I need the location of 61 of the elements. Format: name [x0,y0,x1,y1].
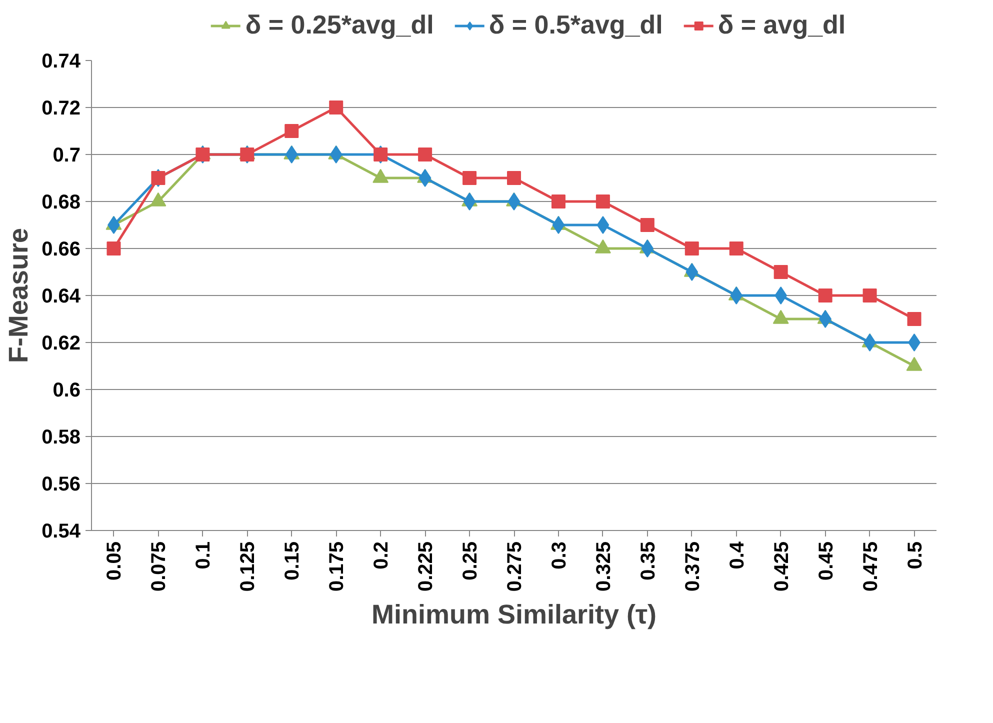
point [329,100,344,114]
y-tick-label: 0.72 [42,98,81,120]
x-tick-label: 0.4 [726,540,748,570]
point [907,312,922,326]
x-tick-label: 0.25 [460,541,482,580]
y-axis-title: F-Measure [4,228,34,364]
y-tick-label: 0.6 [52,380,81,402]
point [686,263,698,281]
point [284,124,299,138]
y-tick-label: 0.54 [42,520,82,542]
y-tick-label: 0.56 [42,474,81,496]
x-tick-label: 0.15 [282,541,304,580]
y-tick-label: 0.58 [42,426,81,448]
x-tick-label: 0.425 [770,541,793,592]
x-tick-label: 0.05 [104,541,126,580]
legend-label: δ = avg_dl [718,10,846,40]
point [818,288,832,302]
point [641,240,654,258]
y-tick-label: 0.7 [52,144,81,166]
x-tick-label: 0.175 [326,541,348,592]
point [862,288,877,302]
y-tick-label: 0.74 [42,50,82,72]
point [106,242,121,256]
point [774,265,788,279]
x-tick-label: 0.45 [815,541,838,580]
x-tick-label: 0.325 [592,541,615,592]
y-tick-label: 0.66 [42,238,81,260]
x-tick-label: 0.275 [504,541,526,592]
x-tick-label: 0.475 [860,541,882,592]
x-tick-label: 0.1 [192,541,215,570]
x-tick-label: 0.125 [237,541,260,592]
y-tick-label: 0.62 [42,332,81,354]
point [508,192,520,210]
point [462,171,477,185]
point [640,218,654,232]
x-axis-title: Minimum Similarity (τ) [371,600,657,630]
point [418,148,432,162]
y-tick-label: 0.64 [42,286,82,308]
point [330,146,342,164]
point [730,286,743,304]
legend-label: δ = 0.5*avg_dl [488,10,663,40]
point [552,216,565,234]
y-tick-label: 0.68 [42,192,81,214]
point [596,216,610,234]
x-tick-label: 0.2 [370,541,393,570]
point [684,242,699,256]
x-tick-label: 0.5 [904,541,926,570]
point [551,194,566,208]
point [507,171,521,185]
x-tick-label: 0.35 [637,541,660,580]
point [729,242,744,256]
legend-label: δ = 0.25*avg_dl [245,10,434,40]
point [463,192,476,210]
point [774,286,788,304]
x-tick-label: 0.075 [148,541,170,592]
x-tick-label: 0.375 [682,541,704,592]
point [596,194,610,208]
point [418,169,432,187]
x-tick-label: 0.3 [548,541,570,570]
x-tick-label: 0.225 [415,541,438,592]
point [285,146,298,164]
